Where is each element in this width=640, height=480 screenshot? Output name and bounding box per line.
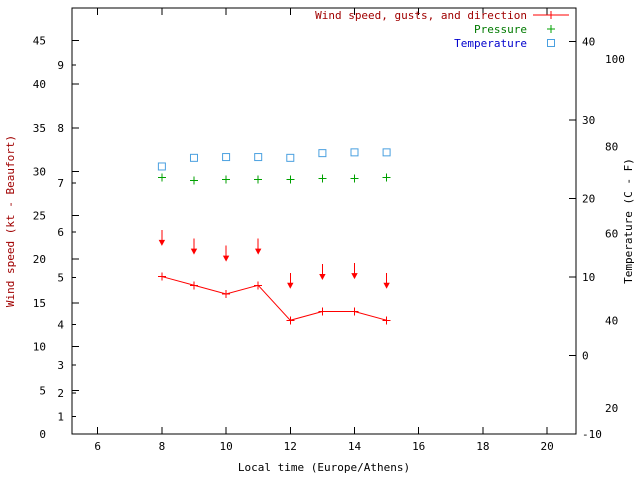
- celsius-tick-label: 40: [582, 36, 595, 49]
- beaufort-tick-label: 2: [57, 387, 64, 400]
- beaufort-tick-label: 6: [57, 226, 64, 239]
- x-tick-label: 20: [540, 440, 553, 453]
- x-tick-label: 14: [348, 440, 362, 453]
- x-tick-label: 12: [284, 440, 297, 453]
- gust-arrow-head: [319, 274, 326, 281]
- kt-tick-label: 15: [33, 297, 46, 310]
- beaufort-tick-label: 8: [57, 122, 64, 135]
- gust-arrow-head: [190, 248, 198, 255]
- gust-arrow-head: [158, 239, 166, 246]
- kt-tick-label: 10: [33, 341, 46, 354]
- temperature-point: [382, 148, 391, 157]
- celsius-tick-label: 0: [582, 350, 589, 363]
- celsius-tick-label: 20: [582, 193, 595, 206]
- fahrenheit-tick-label: 80: [605, 140, 618, 153]
- x-tick-label: 18: [476, 440, 489, 453]
- beaufort-tick-label: 5: [57, 271, 64, 284]
- gust-arrow-head: [222, 255, 230, 262]
- kt-tick-label: 25: [33, 209, 46, 222]
- kt-tick-label: 35: [33, 122, 46, 135]
- x-tick-label: 8: [159, 440, 166, 453]
- kt-tick-label: 20: [33, 253, 46, 266]
- y-left-axis-title: Wind speed (kt - Beaufort): [4, 135, 17, 307]
- celsius-tick-label: 30: [582, 114, 595, 127]
- temperature-point: [350, 148, 359, 157]
- x-tick-label: 6: [94, 440, 101, 453]
- fahrenheit-tick-label: 60: [605, 228, 618, 241]
- beaufort-tick-label: 1: [57, 411, 64, 424]
- celsius-tick-label: -10: [582, 428, 602, 441]
- beaufort-tick-label: 9: [57, 59, 64, 72]
- temperature-point: [222, 153, 231, 162]
- legend-label-2: Pressure: [474, 23, 527, 36]
- temperature-point: [318, 149, 327, 158]
- temperature-point: [286, 153, 295, 162]
- y-right-axis-title: Temperature (C - F): [622, 158, 635, 284]
- temperature-point: [189, 153, 198, 162]
- temperature-point: [157, 162, 166, 171]
- kt-tick-label: 5: [39, 384, 46, 397]
- fahrenheit-tick-label: 40: [605, 315, 618, 328]
- legend-label-3: Temperature: [454, 37, 527, 50]
- wind-speed-line: [161, 276, 387, 321]
- fahrenheit-tick-label: 100: [605, 53, 625, 66]
- kt-tick-label: 40: [33, 78, 46, 91]
- plot-border: [71, 7, 577, 435]
- beaufort-tick-label: 4: [57, 319, 64, 332]
- beaufort-tick-label: 3: [57, 359, 64, 372]
- kt-tick-label: 30: [33, 166, 46, 179]
- fahrenheit-tick-label: 20: [605, 402, 618, 415]
- x-tick-label: 10: [219, 440, 232, 453]
- celsius-tick-label: 10: [582, 271, 595, 284]
- kt-tick-label: 45: [33, 34, 46, 47]
- gust-arrow-head: [287, 282, 294, 289]
- x-tick-label: 16: [412, 440, 425, 453]
- kt-tick-label: 0: [39, 428, 46, 441]
- legend-label-1: Wind speed, gusts, and direction: [315, 9, 527, 22]
- x-axis-title: Local time (Europe/Athens): [238, 461, 410, 474]
- gust-arrow-head: [254, 248, 262, 255]
- gust-arrow-head: [383, 282, 390, 289]
- beaufort-tick-label: 7: [57, 177, 64, 190]
- gust-arrow-head: [351, 273, 358, 280]
- temperature-point: [254, 153, 263, 162]
- legend-sample-marker: [547, 39, 555, 47]
